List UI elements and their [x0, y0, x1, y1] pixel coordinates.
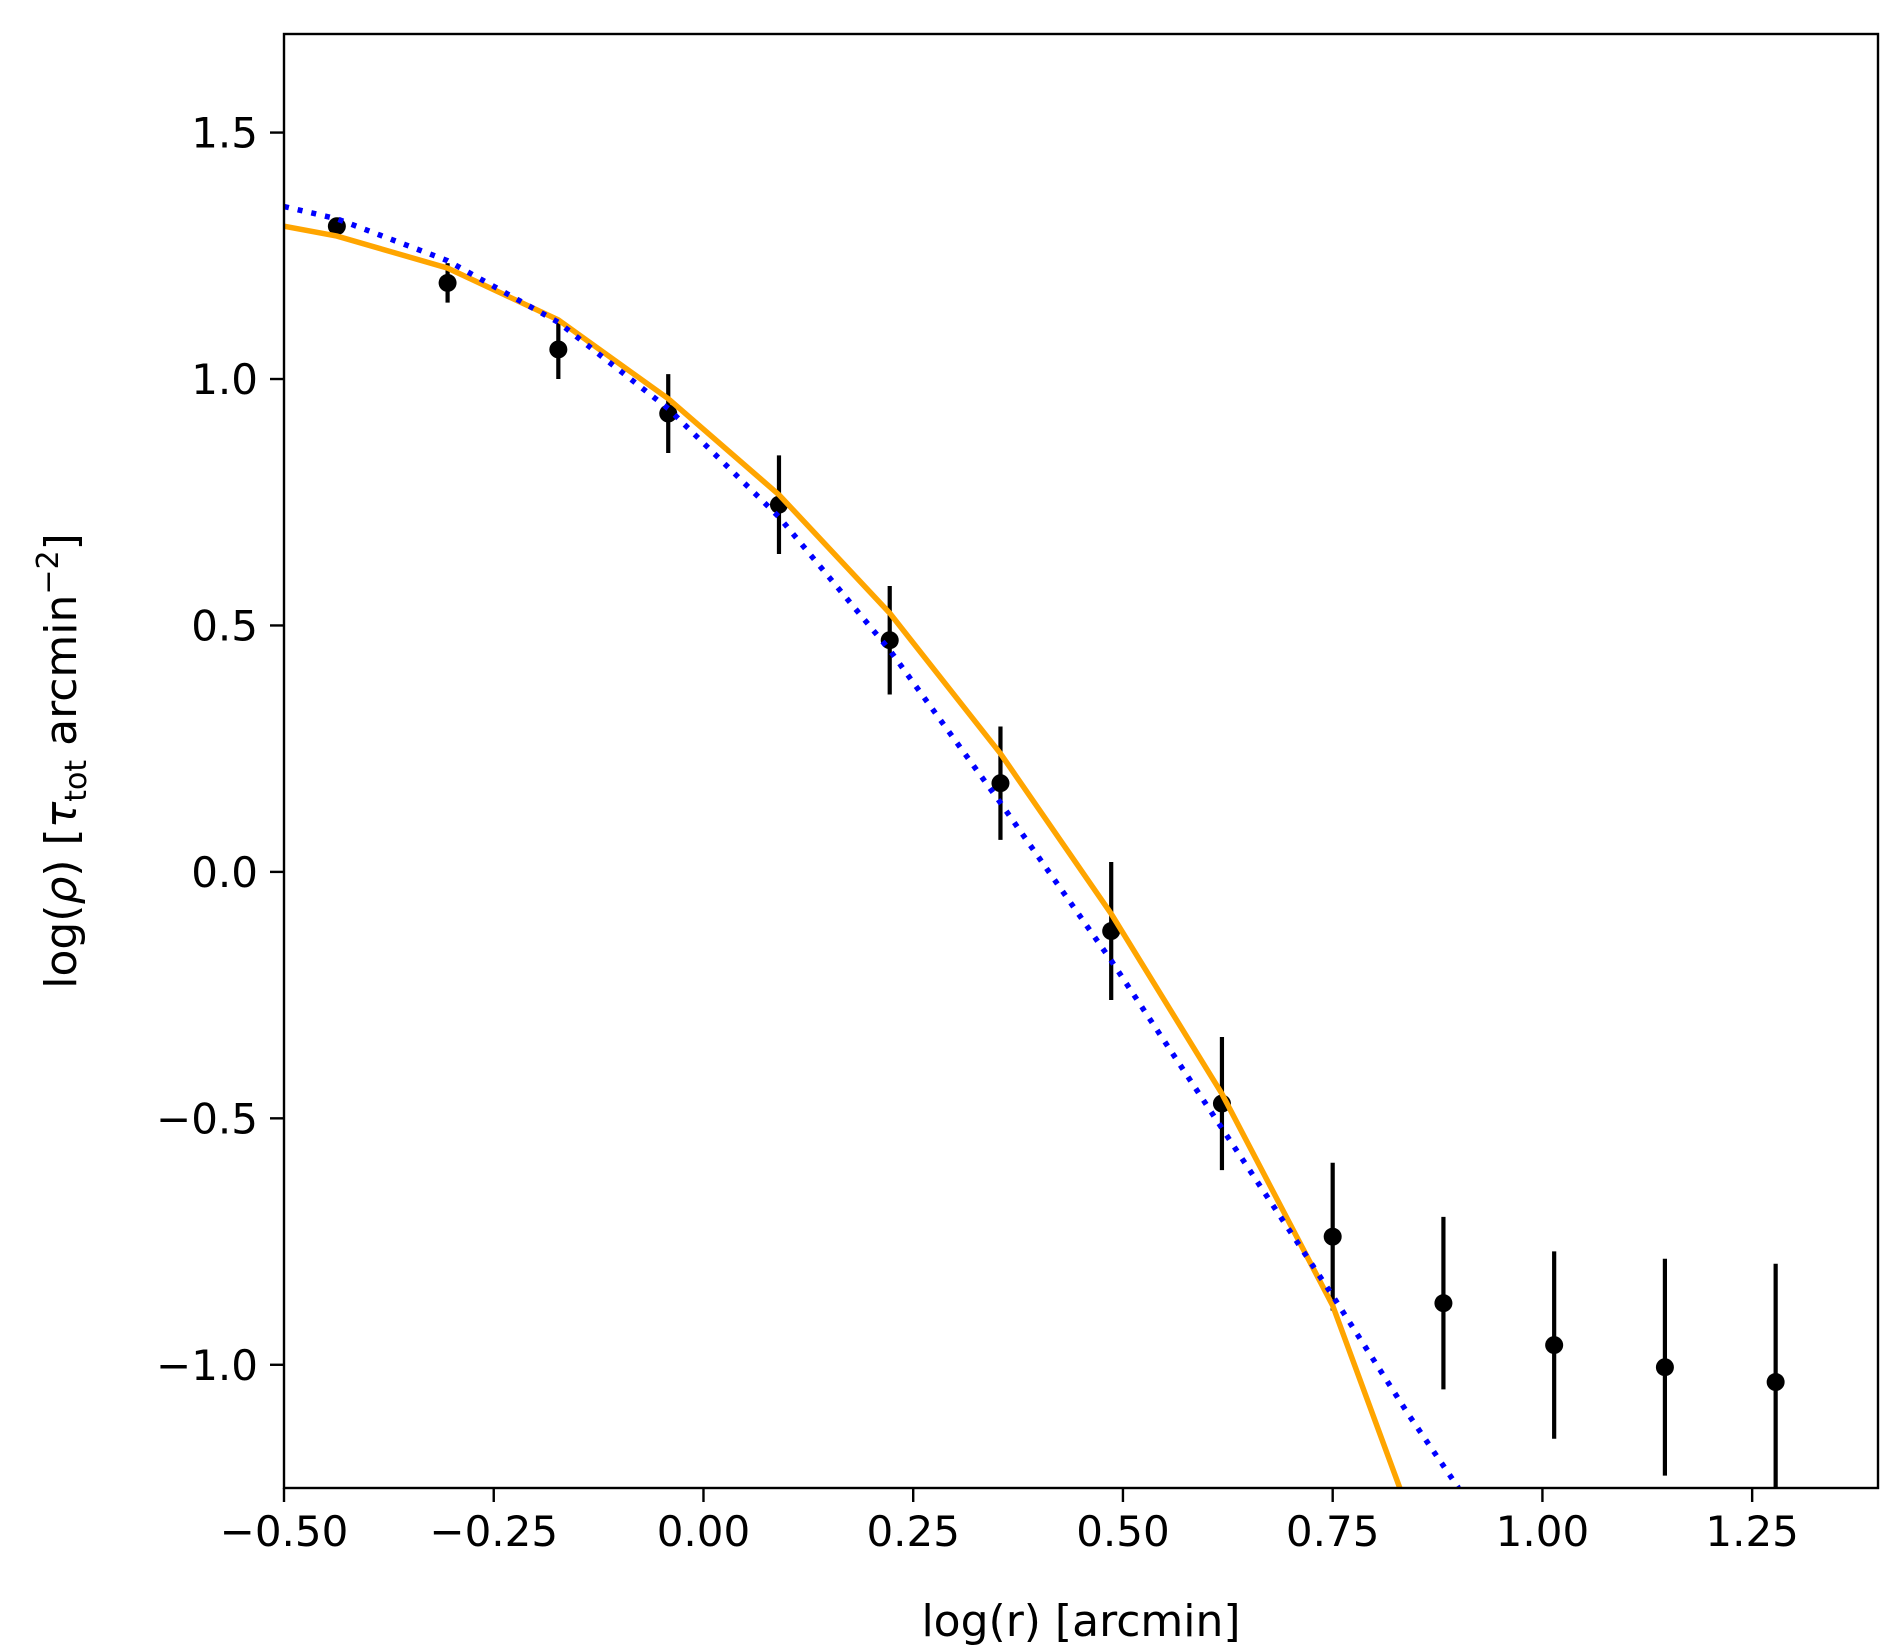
solid-model-line: [284, 223, 1403, 1488]
data-point: [1655, 1358, 1674, 1377]
x-tick-label: 0.75: [1286, 1507, 1380, 1556]
data-points-series: [327, 217, 1878, 1488]
x-tick-label: 0.00: [657, 1507, 751, 1556]
data-point: [549, 340, 568, 359]
x-tick-label: 1.00: [1496, 1507, 1590, 1556]
data-point: [1766, 1373, 1785, 1392]
y-tick-label: 0.5: [191, 601, 258, 650]
y-axis-label: log(ρ) [τtot arcmin−2]: [31, 533, 94, 989]
x-tick-label: 0.25: [866, 1507, 960, 1556]
x-tick-label: 0.50: [1076, 1507, 1170, 1556]
y-axis: −1.0 −0.5 0.0 0.5 1.0 1.5: [156, 109, 284, 1390]
x-tick-label: −0.50: [220, 1507, 349, 1556]
y-tick-label: −0.5: [156, 1094, 258, 1143]
data-point: [1323, 1227, 1342, 1246]
data-point: [1545, 1336, 1564, 1355]
x-axis-label: log(r) [arcmin]: [921, 1596, 1240, 1647]
x-axis: −0.50 −0.25 0.00 0.25 0.50 0.75 1.00 1.25: [220, 1488, 1799, 1556]
data-point: [659, 404, 678, 423]
dotted-model-line: [284, 203, 1461, 1488]
y-tick-label: 0.0: [191, 848, 258, 897]
data-point: [438, 273, 457, 292]
x-tick-label: 1.25: [1705, 1507, 1799, 1556]
y-tick-label: 1.0: [191, 355, 258, 404]
data-point: [1102, 922, 1121, 941]
axes-frame: [282, 32, 1880, 1490]
data-point: [991, 774, 1010, 793]
data-point: [1877, 1391, 1878, 1398]
plot-area: [284, 203, 1878, 1488]
y-tick-label: 1.5: [191, 109, 258, 158]
x-tick-label: −0.25: [429, 1507, 558, 1556]
data-point: [1434, 1294, 1453, 1313]
y-tick-label: −1.0: [156, 1341, 258, 1390]
